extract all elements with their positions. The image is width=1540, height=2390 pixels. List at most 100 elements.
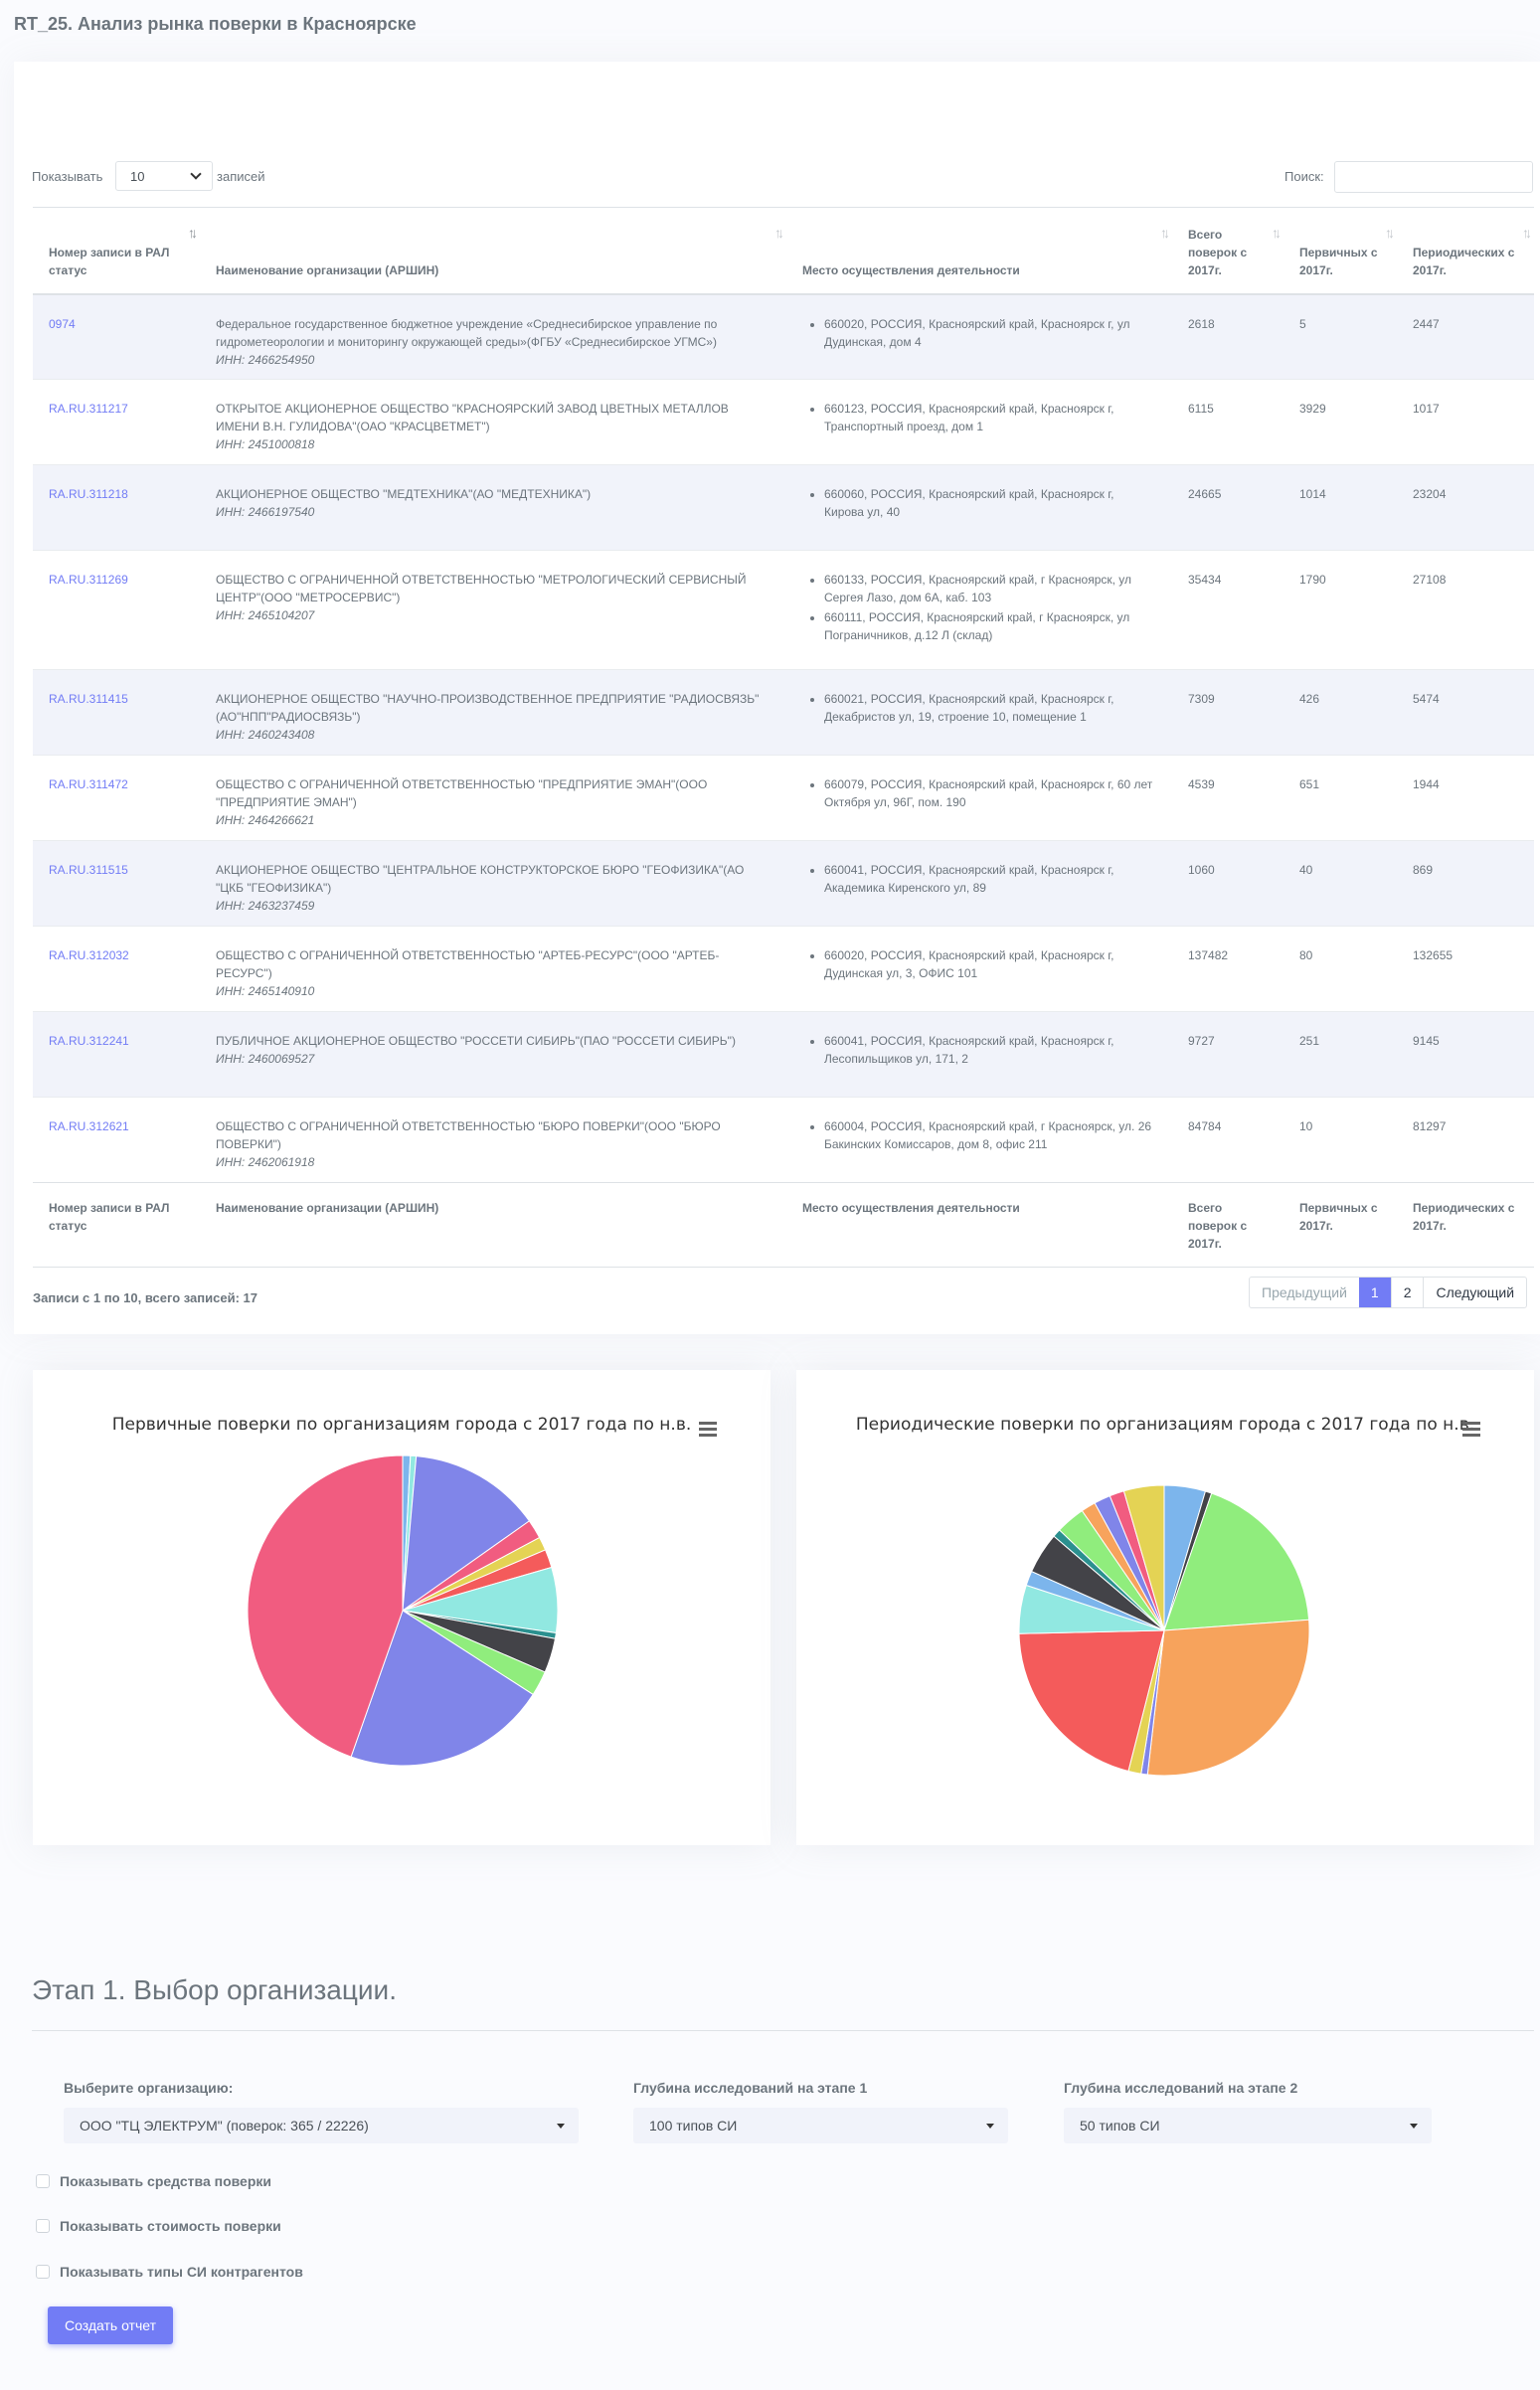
pie-slice[interactable] (247, 1454, 404, 1758)
org-name: ОБЩЕСТВО С ОГРАНИЧЕННОЙ ОТВЕТСТВЕННОСТЬЮ… (216, 948, 720, 980)
ral-link[interactable]: RA.RU.311472 (49, 777, 128, 791)
total-cell: 4539 (1172, 755, 1283, 841)
org-name: ОБЩЕСТВО С ОГРАНИЧЕННОЙ ОТВЕТСТВЕННОСТЬЮ… (216, 1119, 721, 1151)
org-name: АКЦИОНЕРНОЕ ОБЩЕСТВО "МЕДТЕХНИКА"(АО "МЕ… (216, 487, 592, 501)
pie-slice[interactable] (1122, 1484, 1165, 1631)
caret-down-icon (1410, 2124, 1418, 2129)
org-inn: ИНН: 2465104207 (216, 608, 315, 622)
place-item: 660111, РОССИЯ, Красноярский край, г Кра… (824, 608, 1156, 644)
depth1-label: Глубина исследований на этапе 1 (633, 2080, 868, 2096)
show-cost-checkbox[interactable]: Показывать стоимость поверки (36, 2218, 281, 2234)
show-types-checkbox[interactable]: Показывать типы СИ контрагентов (36, 2264, 303, 2280)
stage-title: Этап 1. Выбор организации. (32, 1974, 397, 2005)
prev-page-button[interactable]: Предыдущий (1262, 1284, 1347, 1300)
col-header-name[interactable]: Наименование организации (АРШИН) ↑↓ (200, 207, 786, 295)
col-footer-place: Место осуществления деятельности (786, 1182, 1172, 1268)
primary-cell: 3929 (1283, 379, 1397, 465)
depth2-label: Глубина исследований на этапе 2 (1064, 2080, 1298, 2096)
periodic-cell: 27108 (1397, 550, 1534, 670)
place-item: 660123, РОССИЯ, Красноярский край, Красн… (824, 400, 1156, 435)
org-inn: ИНН: 2466254950 (216, 352, 315, 367)
chart-title: Первичные поверки по организациям города… (111, 1415, 692, 1435)
org-inn: ИНН: 2451000818 (216, 437, 315, 451)
org-select[interactable]: ООО "ТЦ ЭЛЕКТРУМ" (поверок: 365 / 22226) (64, 2108, 579, 2143)
place-item: 660133, РОССИЯ, Красноярский край, г Кра… (824, 571, 1156, 606)
col-header-ral[interactable]: Номер записи в РАЛ статус ↑↓ (33, 207, 200, 295)
periodic-pie-chart (1018, 1484, 1310, 1777)
col-footer-total: Всего поверок с 2017г. (1172, 1182, 1283, 1268)
table-row: RA.RU.312241 ПУБЛИЧНОЕ АКЦИОНЕРНОЕ ОБЩЕС… (33, 1011, 1534, 1098)
org-name: ОБЩЕСТВО С ОГРАНИЧЕННОЙ ОТВЕТСТВЕННОСТЬЮ… (216, 777, 708, 809)
depth2-select[interactable]: 50 типов СИ (1064, 2108, 1432, 2143)
col-footer-ral: Номер записи в РАЛ статус (33, 1182, 200, 1268)
total-cell: 84784 (1172, 1097, 1283, 1183)
table-row: RA.RU.311515 АКЦИОНЕРНОЕ ОБЩЕСТВО "ЦЕНТР… (33, 840, 1534, 927)
page-2-button[interactable]: 2 (1390, 1278, 1424, 1307)
primary-cell: 651 (1283, 755, 1397, 841)
table-info: Записи с 1 по 10, всего записей: 17 (33, 1290, 257, 1305)
periodic-cell: 132655 (1397, 926, 1534, 1012)
table-row: RA.RU.311269 ОБЩЕСТВО С ОГРАНИЧЕННОЙ ОТВ… (33, 550, 1534, 670)
org-name: ПУБЛИЧНОЕ АКЦИОНЕРНОЕ ОБЩЕСТВО "РОССЕТИ … (216, 1034, 736, 1048)
search-input[interactable] (1334, 161, 1533, 193)
ral-link[interactable]: RA.RU.312241 (49, 1034, 129, 1048)
total-cell: 35434 (1172, 550, 1283, 670)
sort-icon: ↑↓ (188, 225, 198, 241)
col-header-primary[interactable]: Первичных с 2017г. ↑↓ (1283, 207, 1397, 295)
org-inn: ИНН: 2466197540 (216, 505, 315, 519)
table-row: RA.RU.312032 ОБЩЕСТВО С ОГРАНИЧЕННОЙ ОТВ… (33, 926, 1534, 1012)
col-header-periodic[interactable]: Периодических с 2017г. ↑↓ (1397, 207, 1534, 295)
total-cell: 7309 (1172, 669, 1283, 756)
ral-link[interactable]: RA.RU.312621 (49, 1119, 129, 1133)
create-report-button[interactable]: Создать отчет (48, 2306, 173, 2344)
periodic-cell: 81297 (1397, 1097, 1534, 1183)
sort-icon: ↑↓ (1385, 225, 1395, 241)
pie-slice[interactable] (1146, 1619, 1310, 1777)
col-header-place[interactable]: Место осуществления деятельности ↑↓ (786, 207, 1172, 295)
table-row: RA.RU.311218 АКЦИОНЕРНОЕ ОБЩЕСТВО "МЕДТЕ… (33, 464, 1534, 551)
table-row: 0974 Федеральное государственное бюджетн… (33, 293, 1534, 380)
menu-icon[interactable] (699, 1422, 717, 1437)
table-row: RA.RU.312621 ОБЩЕСТВО С ОГРАНИЧЕННОЙ ОТВ… (33, 1097, 1534, 1183)
org-inn: ИНН: 2460243408 (216, 728, 315, 742)
org-name: АКЦИОНЕРНОЕ ОБЩЕСТВО "НАУЧНО-ПРОИЗВОДСТВ… (216, 692, 760, 724)
page-title: RT_25. Анализ рынка поверки в Красноярск… (14, 14, 417, 34)
show-tools-checkbox[interactable]: Показывать средства поверки (36, 2173, 271, 2189)
col-footer-name: Наименование организации (АРШИН) (200, 1182, 786, 1268)
total-cell: 9727 (1172, 1011, 1283, 1098)
primary-cell: 1014 (1283, 464, 1397, 551)
ral-link[interactable]: RA.RU.311415 (49, 692, 128, 706)
periodic-cell: 23204 (1397, 464, 1534, 551)
org-label: Выберите организацию: (64, 2080, 234, 2096)
total-cell: 6115 (1172, 379, 1283, 465)
total-cell: 1060 (1172, 840, 1283, 927)
ral-link[interactable]: RA.RU.311269 (49, 573, 128, 587)
checkbox[interactable] (36, 2265, 50, 2279)
checkbox[interactable] (36, 2219, 50, 2233)
length-suffix: записей (217, 169, 265, 184)
length-select[interactable]: 10 (115, 161, 213, 191)
pie-slice[interactable] (1018, 1629, 1165, 1773)
total-cell: 137482 (1172, 926, 1283, 1012)
checkbox[interactable] (36, 2174, 50, 2188)
data-table: Номер записи в РАЛ статус ↑↓ Наименование… (33, 207, 1534, 1268)
table-row: RA.RU.311472 ОБЩЕСТВО С ОГРАНИЧЕННОЙ ОТВ… (33, 755, 1534, 841)
length-label: Показывать (32, 169, 103, 184)
pie-slice[interactable] (402, 1455, 531, 1613)
periodic-cell: 1944 (1397, 755, 1534, 841)
pie-slice[interactable] (1163, 1492, 1310, 1631)
ral-link[interactable]: RA.RU.311218 (49, 487, 128, 501)
ral-link[interactable]: RA.RU.311515 (49, 863, 128, 877)
depth1-select[interactable]: 100 типов СИ (633, 2108, 1008, 2143)
periodic-cell: 869 (1397, 840, 1534, 927)
col-header-total[interactable]: Всего поверок с 2017г. ↑↓ (1172, 207, 1283, 295)
page-1-button[interactable]: 1 (1358, 1278, 1391, 1307)
ral-link[interactable]: RA.RU.311217 (49, 402, 128, 416)
menu-icon[interactable] (1462, 1422, 1480, 1437)
org-name: Федеральное государственное бюджетное уч… (216, 316, 718, 349)
ral-link[interactable]: RA.RU.312032 (49, 948, 129, 962)
org-inn: ИНН: 2463237459 (216, 899, 315, 913)
pie-slice[interactable] (350, 1610, 534, 1767)
ral-link[interactable]: 0974 (49, 316, 76, 331)
next-page-button[interactable]: Следующий (1423, 1278, 1526, 1307)
